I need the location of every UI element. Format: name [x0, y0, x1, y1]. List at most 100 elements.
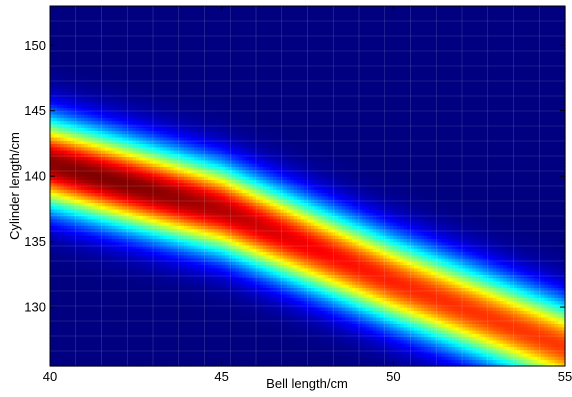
- heatmap-cell: [159, 238, 164, 243]
- heatmap-cell: [111, 172, 116, 177]
- heatmap-cell: [132, 205, 137, 210]
- heatmap-cell: [149, 307, 154, 311]
- heatmap-cell: [139, 48, 144, 53]
- heatmap-cell: [118, 22, 123, 27]
- heatmap-cell: [132, 303, 137, 308]
- heatmap-cell: [163, 222, 168, 226]
- heatmap-cell: [118, 277, 123, 282]
- heatmap-cell: [60, 202, 65, 207]
- heatmap-cell: [111, 267, 116, 272]
- heatmap-cell: [87, 176, 92, 181]
- heatmap-cell: [104, 294, 109, 298]
- heatmap-cell: [70, 225, 75, 230]
- heatmap-cell: [149, 104, 154, 109]
- heatmap-cell: [84, 19, 89, 23]
- heatmap-cell: [53, 104, 58, 109]
- heatmap-cell: [98, 110, 103, 115]
- heatmap-cell: [50, 274, 55, 279]
- heatmap-cell: [91, 323, 96, 328]
- heatmap-cell: [135, 310, 140, 315]
- heatmap-cell: [132, 19, 137, 23]
- heatmap-cell: [153, 307, 158, 311]
- heatmap-cell: [153, 45, 158, 50]
- heatmap-cell: [77, 104, 82, 109]
- heatmap-cell: [132, 316, 137, 321]
- heatmap-cell: [142, 248, 147, 253]
- heatmap-cell: [67, 336, 72, 341]
- heatmap-cell: [118, 42, 123, 46]
- heatmap-cell: [101, 352, 106, 357]
- heatmap-cell: [70, 287, 75, 292]
- heatmap-cell: [101, 284, 106, 289]
- heatmap-cell: [70, 156, 75, 161]
- heatmap-cell: [70, 74, 75, 79]
- heatmap-cell: [149, 212, 154, 217]
- heatmap-cell: [163, 172, 168, 177]
- heatmap-cell: [77, 199, 82, 203]
- heatmap-cell: [50, 22, 55, 27]
- heatmap-cell: [153, 267, 158, 272]
- heatmap-cell: [166, 346, 171, 351]
- heatmap-cell: [156, 261, 161, 266]
- heatmap-cell: [60, 277, 65, 282]
- heatmap-cell: [122, 326, 127, 331]
- heatmap-cell: [67, 94, 72, 99]
- heatmap-cell: [63, 32, 68, 37]
- heatmap-cell: [118, 333, 123, 338]
- heatmap-cell: [104, 222, 109, 226]
- heatmap-cell: [111, 117, 116, 122]
- heatmap-cell: [60, 349, 65, 354]
- heatmap-cell: [91, 297, 96, 302]
- heatmap-cell: [111, 300, 116, 305]
- heatmap-cell: [132, 277, 137, 282]
- heatmap-cell: [149, 146, 154, 151]
- heatmap-cell: [50, 127, 55, 131]
- heatmap-cell: [166, 225, 171, 230]
- heatmap-cell: [50, 356, 55, 361]
- heatmap-cell: [111, 38, 116, 43]
- heatmap-cell: [70, 84, 75, 89]
- heatmap-cell: [122, 316, 127, 321]
- heatmap-cell: [125, 208, 130, 213]
- heatmap-cell: [166, 251, 171, 256]
- heatmap-cell: [67, 28, 72, 33]
- heatmap-cell: [87, 323, 92, 328]
- heatmap-cell: [74, 136, 79, 141]
- heatmap-cell: [128, 316, 133, 321]
- heatmap-cell: [132, 343, 137, 347]
- heatmap-cell: [80, 189, 85, 194]
- heatmap-cell: [77, 208, 82, 213]
- heatmap-cell: [135, 94, 140, 99]
- heatmap-cell: [142, 244, 147, 249]
- heatmap-cell: [128, 274, 133, 279]
- heatmap-cell: [146, 274, 151, 279]
- heatmap-cell: [142, 15, 147, 20]
- heatmap-cell: [142, 19, 147, 23]
- heatmap-cell: [163, 114, 168, 118]
- heatmap-cell: [111, 248, 116, 253]
- heatmap-cell: [91, 6, 96, 10]
- heatmap-cell: [77, 153, 82, 158]
- heatmap-cell: [67, 339, 72, 344]
- heatmap-cell: [101, 84, 106, 89]
- heatmap-cell: [53, 313, 58, 318]
- heatmap-cell: [159, 290, 164, 295]
- heatmap-cell: [163, 140, 168, 145]
- heatmap-cell: [60, 32, 65, 37]
- heatmap-cell: [166, 68, 171, 73]
- heatmap-cell: [111, 323, 116, 328]
- heatmap-cell: [122, 202, 127, 207]
- heatmap-cell: [139, 100, 144, 105]
- heatmap-cell: [80, 84, 85, 89]
- heatmap-cell: [132, 202, 137, 207]
- heatmap-cell: [50, 264, 55, 269]
- heatmap-cell: [94, 6, 99, 10]
- heatmap-cell: [159, 297, 164, 302]
- heatmap-cell: [146, 114, 151, 118]
- heatmap-cell: [70, 15, 75, 20]
- heatmap-cell: [159, 140, 164, 145]
- heatmap-cell: [132, 218, 137, 223]
- heatmap-cell: [149, 235, 154, 239]
- heatmap-cell: [115, 297, 120, 302]
- heatmap-cell: [84, 195, 89, 200]
